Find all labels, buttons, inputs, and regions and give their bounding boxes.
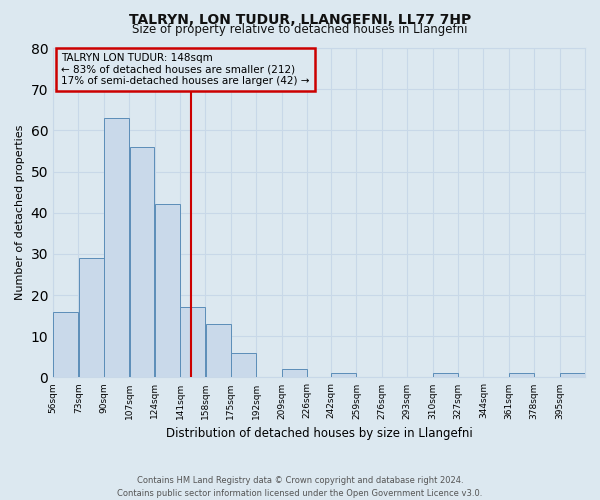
Bar [181,308,205,378]
Bar [104,118,129,378]
Bar [331,374,356,378]
Y-axis label: Number of detached properties: Number of detached properties [15,125,25,300]
Bar [509,374,534,378]
Bar [155,204,180,378]
Text: TALRYN LON TUDUR: 148sqm
← 83% of detached houses are smaller (212)
17% of semi-: TALRYN LON TUDUR: 148sqm ← 83% of detach… [61,53,310,86]
Text: Size of property relative to detached houses in Llangefni: Size of property relative to detached ho… [132,22,468,36]
Bar [53,312,78,378]
Bar [130,147,154,378]
Bar [231,352,256,378]
Text: TALRYN, LON TUDUR, LLANGEFNI, LL77 7HP: TALRYN, LON TUDUR, LLANGEFNI, LL77 7HP [129,12,471,26]
X-axis label: Distribution of detached houses by size in Llangefni: Distribution of detached houses by size … [166,427,472,440]
Bar [282,369,307,378]
Text: Contains HM Land Registry data © Crown copyright and database right 2024.
Contai: Contains HM Land Registry data © Crown c… [118,476,482,498]
Bar [206,324,230,378]
Bar [560,374,585,378]
Bar [79,258,104,378]
Bar [433,374,458,378]
